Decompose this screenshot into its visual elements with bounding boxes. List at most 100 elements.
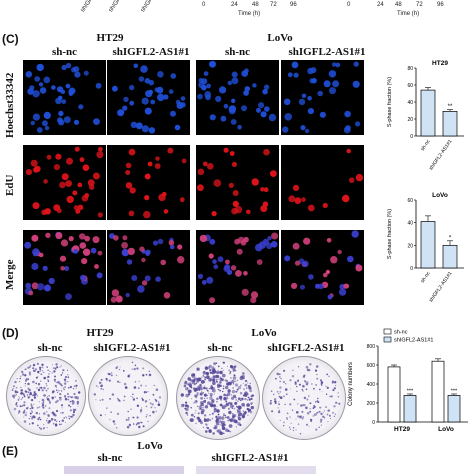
axis-label: Time (h) (397, 11, 420, 17)
tick: 48 (252, 2, 259, 8)
hoechst-image (196, 60, 279, 135)
hoechst-image (23, 60, 106, 135)
merge-image (107, 230, 190, 305)
hoechst-image (107, 60, 190, 135)
tick: 96 (290, 2, 297, 8)
column-label: shIGFL2-AS1#1 (211, 452, 289, 464)
y-tick-label: 80 (407, 66, 413, 72)
x-tick-label: HT29 (394, 426, 410, 433)
xtick-label: shIGFL2-AS1#2 (108, 0, 138, 13)
row-label-edu: EdU (4, 174, 16, 196)
column-label: sh-nc (97, 452, 123, 464)
tick: 0 (202, 2, 206, 8)
x-tick-label: shIGFL2-AS1#1 (428, 271, 454, 304)
merge-image (23, 230, 106, 305)
y-tick-label: 60 (407, 83, 413, 89)
culture-dish (88, 356, 168, 436)
lovo-sphase-chart: LoVo S-phase fraction (%) 0 20 40 60 sh-nc * shI… (387, 192, 464, 304)
column-label: shIGFL2-AS1#1 (112, 46, 190, 58)
y-axis-label: S-phase fraction (%) (387, 209, 393, 259)
tick: 24 (377, 2, 384, 8)
tick: 72 (416, 2, 423, 8)
panel-d-letter: (D) (2, 326, 19, 340)
y-tick-label: 600 (367, 363, 376, 369)
significance-mark: * (449, 235, 452, 241)
y-tick-label: 0 (410, 266, 413, 272)
y-tick-label: 400 (367, 382, 376, 388)
xtick-label: shIGFL2-AS1#3 (140, 0, 170, 13)
y-tick-label: 0 (372, 420, 375, 426)
legend-label: sh-nc (394, 330, 408, 336)
bar (420, 221, 436, 269)
bar (442, 110, 458, 137)
tick: 48 (395, 2, 402, 8)
time-axis-1: 0 24 48 72 96 Time (h) (200, 0, 297, 24)
tick: 72 (270, 2, 277, 8)
column-label: shIGFL2-AS1#1 (267, 342, 345, 354)
cell-line-ht29-label: HT29 (96, 32, 124, 44)
tick: 24 (231, 2, 238, 8)
x-tick-label: sh-nc (420, 270, 432, 284)
culture-dish (262, 356, 346, 440)
cell-line-lovo-label: LoVo (251, 327, 277, 339)
column-label: shIGFL2-AS1#1 (288, 46, 366, 58)
y-tick-label: 0 (410, 134, 413, 140)
colony-numbers-chart: sh-nc shIGFL2-AS1#1 Colony numbers 0 200 400 6… (348, 328, 468, 433)
column-label: sh-nc (207, 342, 233, 354)
significance-mark: ** (448, 104, 453, 110)
x-tick-label: LoVo (438, 426, 454, 433)
row-label-hoechst: Hoechst33342 (4, 72, 16, 138)
x-tick-label: sh-nc (420, 138, 432, 152)
bar (447, 395, 461, 423)
top-strip: shIGFL2-AS1#1 shIGFL2-AS1#2 shIGFL2-AS1#… (0, 0, 474, 26)
y-tick-label: 40 (407, 221, 413, 227)
panel-e-letter: (E) (2, 444, 18, 458)
chart-title: HT29 (432, 60, 448, 67)
column-label: sh-nc (51, 46, 78, 58)
invasion-image (196, 466, 316, 474)
edu-image (196, 145, 279, 220)
y-axis-label: S-phase fraction (%) (387, 77, 393, 127)
y-axis-label: Colony numbers (348, 362, 354, 406)
chart-title: LoVo (432, 192, 448, 199)
bar (387, 366, 401, 423)
significance-mark: *** (451, 388, 458, 394)
y-tick-label: 60 (407, 198, 413, 204)
row-label-merge: Merge (4, 259, 16, 290)
invasion-image (64, 466, 184, 474)
y-tick-label: 40 (407, 100, 413, 106)
edu-image (107, 145, 190, 220)
column-label: sh-nc (224, 46, 251, 58)
significance-mark: *** (407, 388, 414, 394)
culture-dish (176, 356, 260, 440)
y-tick-label: 20 (407, 117, 413, 123)
column-label: shIGFL2-AS1#1 (93, 342, 171, 354)
merge-image (196, 230, 279, 305)
cell-line-ht29-label: HT29 (86, 327, 114, 339)
bar (403, 395, 417, 423)
y-tick-label: 200 (367, 401, 376, 407)
time-axis-2: 0 24 48 72 96 Time (h) (345, 0, 445, 24)
legend-label: shIGFL2-AS1#1 (394, 338, 433, 344)
tick: 0 (347, 2, 351, 8)
bar (431, 360, 445, 423)
axis-label: Time (h) (238, 11, 261, 17)
ht29-sphase-chart: HT29 S-phase fraction (%) 0 20 40 60 80 sh-nc **… (387, 60, 464, 172)
cell-line-lovo-label: LoVo (137, 440, 163, 452)
legend-swatch (383, 328, 392, 335)
bar (420, 89, 436, 137)
y-tick-label: 20 (407, 243, 413, 249)
xtick-label: shIGFL2-AS1#1 (80, 0, 110, 13)
culture-dish (6, 356, 86, 436)
cell-line-lovo-label: LoVo (267, 32, 293, 44)
edu-image (281, 145, 364, 220)
panel-c-letter: (C) (2, 32, 19, 46)
tick: 96 (437, 2, 444, 8)
merge-image (281, 230, 364, 305)
hoechst-image (281, 60, 364, 135)
x-tick-label: shIGFL2-AS1#1 (428, 139, 454, 172)
legend-swatch (383, 336, 392, 343)
edu-image (23, 145, 106, 220)
column-label: sh-nc (37, 342, 63, 354)
y-tick-label: 800 (367, 344, 376, 350)
